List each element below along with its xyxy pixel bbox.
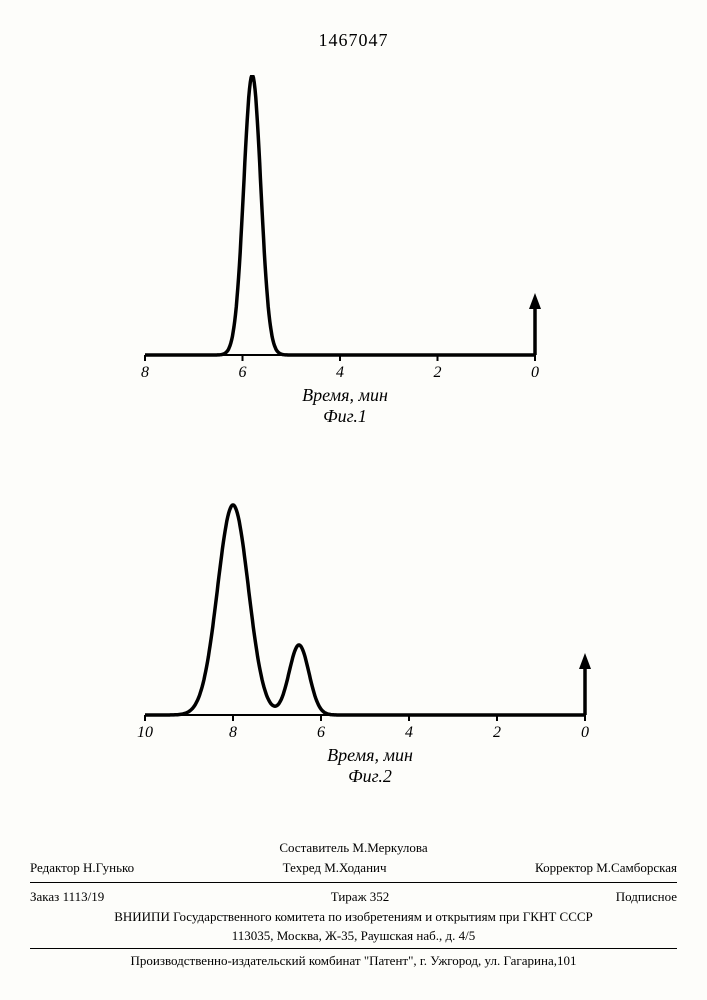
- chart2-xlabel: Время, мин: [135, 745, 605, 766]
- editor-label: Редактор: [30, 860, 80, 875]
- svg-text:4: 4: [336, 364, 344, 381]
- svg-text:2: 2: [434, 364, 442, 381]
- corrector-cell: Корректор М.Самборская: [535, 859, 677, 877]
- order-row: Заказ 1113/19 Тираж 352 Подписное: [30, 886, 677, 908]
- chart-fig1: 0 2 4 6 8 Время, мин Фиг.1: [135, 75, 555, 425]
- svg-text:4: 4: [405, 724, 413, 741]
- order-value: 1113/19: [63, 889, 105, 904]
- chart-fig2: 0 2 4 6 8 10 Время, мин Фиг.2: [135, 475, 605, 785]
- divider: [30, 882, 677, 883]
- svg-text:10: 10: [137, 724, 153, 741]
- corrector-name: М.Самборская: [596, 860, 677, 875]
- techred-name: М.Ходанич: [324, 860, 386, 875]
- svg-text:0: 0: [531, 364, 539, 381]
- compiler-label: Составитель: [279, 840, 349, 855]
- order-cell: Заказ 1113/19: [30, 888, 104, 906]
- tirazh-cell: Тираж 352: [331, 888, 390, 906]
- publisher-line: Производственно-издательский комбинат "П…: [30, 952, 677, 970]
- chart2-caption: Фиг.2: [135, 766, 605, 787]
- editor-cell: Редактор Н.Гунько: [30, 859, 134, 877]
- org-line2: 113035, Москва, Ж-35, Раушская наб., д. …: [30, 927, 677, 945]
- svg-text:6: 6: [317, 724, 325, 741]
- patent-number: 1467047: [0, 30, 707, 51]
- chromatogram-2: 0 2 4 6 8 10: [135, 475, 605, 745]
- divider: [30, 948, 677, 949]
- tirazh-label: Тираж: [331, 889, 367, 904]
- org-line1: ВНИИПИ Государственного комитета по изоб…: [30, 908, 677, 926]
- chromatogram-1: 0 2 4 6 8: [135, 75, 555, 385]
- page: 1467047 0 2 4 6 8 Время, мин Фиг.1 0 2 4 6 8 10 В…: [0, 0, 707, 1000]
- order-label: Заказ: [30, 889, 59, 904]
- editor-name: Н.Гунько: [83, 860, 134, 875]
- svg-text:8: 8: [229, 724, 237, 741]
- compiler-name: М.Меркулова: [352, 840, 427, 855]
- corrector-label: Корректор: [535, 860, 593, 875]
- techred-label: Техред: [283, 860, 321, 875]
- credits-row: Редактор Н.Гунько Техред М.Ходанич Корре…: [30, 857, 677, 879]
- svg-text:8: 8: [141, 364, 149, 381]
- subscription-cell: Подписное: [616, 888, 677, 906]
- compiler-line: Составитель М.Меркулова: [30, 839, 677, 857]
- footer-block: Составитель М.Меркулова Редактор Н.Гуньк…: [30, 839, 677, 970]
- svg-text:2: 2: [493, 724, 501, 741]
- tirazh-value: 352: [370, 889, 390, 904]
- techred-cell: Техред М.Ходанич: [283, 859, 387, 877]
- chart1-xlabel: Время, мин: [135, 385, 555, 406]
- chart1-caption: Фиг.1: [135, 406, 555, 427]
- svg-text:6: 6: [239, 364, 247, 381]
- svg-text:0: 0: [581, 724, 589, 741]
